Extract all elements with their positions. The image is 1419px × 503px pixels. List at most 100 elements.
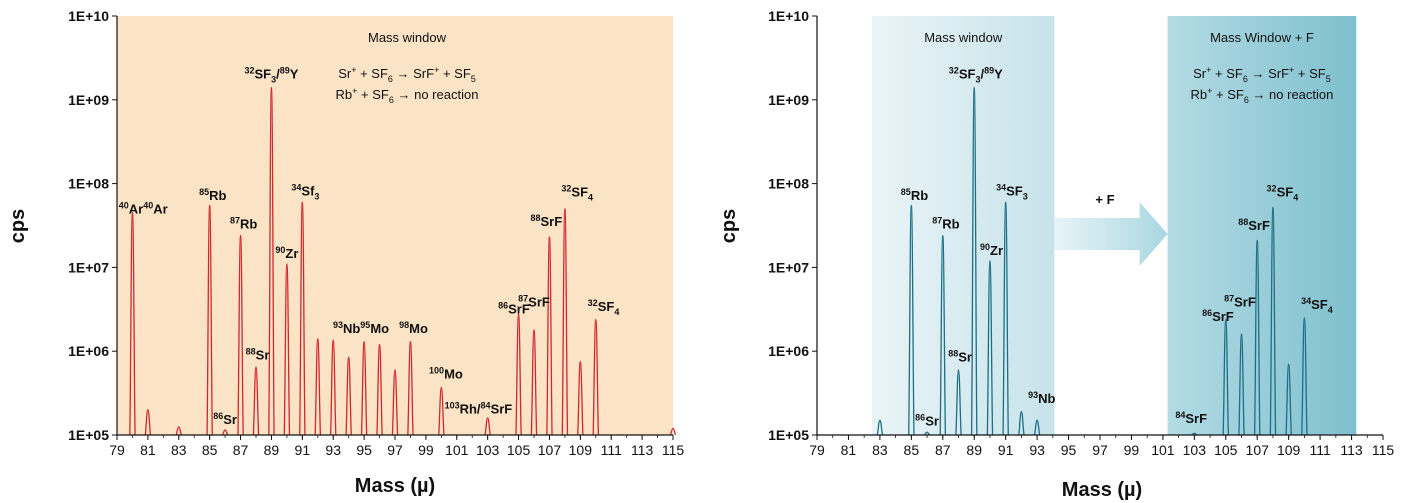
right-peak (1002, 201, 1009, 436)
right-peak-label: 86​SrF (1202, 308, 1234, 324)
left-peak (391, 369, 399, 436)
left-x-tick-label: 113 (631, 442, 654, 458)
left-peak-label: 34​Sf3​ (291, 183, 319, 202)
right-y-tick-label: 1E+06 (768, 343, 809, 359)
left-x-tick-label: 83 (171, 442, 187, 458)
right-peak-label: 34​SF4​ (1301, 296, 1333, 315)
left-axis-ticks: 79 81 83 85 87 89 91 93 95 97 99 101 103 105 107 109 111… (68, 8, 684, 458)
left-peak-label: 88​Sr (246, 346, 270, 362)
right-x-tick-label: 95 (1061, 442, 1077, 458)
left-x-tick-label: 109 (569, 442, 593, 458)
left-reaction-equations: Sr+​ + SF6​ → SrF+​ + SF5​ Rb+​ + SF6​ → … (336, 65, 479, 105)
right-peak-label: 32​SF4​ (1267, 184, 1299, 203)
right-peak-label: 85​Rb (901, 187, 928, 203)
right-peak-traces (876, 86, 1308, 436)
left-peak-label: 103​Rh/84​SrF (445, 401, 513, 417)
right-y-tick-label: 1E+05 (768, 427, 809, 443)
left-peak (206, 204, 213, 436)
left-plot-background (117, 16, 673, 435)
right-y-axis-title: cps (718, 209, 740, 243)
right-peak (908, 204, 915, 436)
right-mass-window-region (872, 16, 1055, 435)
left-peak (360, 341, 368, 436)
left-x-tick-label: 81 (140, 442, 156, 458)
right-axis-ticks: 79 81 83 85 87 89 91 93 95 97 99 101 103 105 107 109 111… (768, 8, 1394, 458)
left-peak (252, 366, 260, 436)
left-x-tick-label: 93 (325, 442, 341, 458)
left-peak (577, 361, 584, 436)
right-mass-window-f-region (1167, 16, 1357, 435)
left-x-tick-label: 91 (295, 442, 311, 458)
right-y-tick-label: 1E+10 (768, 8, 809, 24)
right-x-tick-label: 101 (1151, 442, 1175, 458)
right-x-tick-label: 79 (809, 442, 825, 458)
left-peak-label: 86​Sr (213, 411, 237, 427)
right-peak-label: 88​SrF (1238, 217, 1270, 233)
left-peak-label: 87​Rb (230, 216, 257, 232)
left-peak-label: 93​Nb95​Mo (333, 320, 389, 336)
left-peak-label: 40​Ar40​Ar (119, 200, 168, 216)
left-y-tick-label: 1E+09 (68, 92, 109, 108)
left-y-tick-label: 1E+05 (68, 427, 109, 443)
right-peak (1018, 410, 1025, 436)
left-peak (407, 341, 414, 436)
right-peak-label: 93​Nb (1028, 390, 1055, 406)
right-peak (955, 369, 962, 436)
left-peak-label: 100​Mo (429, 366, 463, 382)
right-peak-label: 90​Zr (980, 242, 1003, 258)
right-x-tick-label: 113 (1340, 442, 1363, 458)
right-x-tick-label: 99 (1124, 442, 1140, 458)
left-x-tick-label: 99 (418, 442, 434, 458)
left-y-axis-title: cps (7, 209, 29, 243)
left-x-axis-title: Mass (µ) (355, 475, 435, 497)
left-peak (237, 234, 244, 436)
right-peak (1238, 333, 1245, 436)
right-x-tick-label: 91 (998, 442, 1014, 458)
right-peak (1301, 317, 1308, 436)
left-chart: 79 81 83 85 87 89 91 93 95 97 99 101 103 105 107 109 111… (7, 8, 684, 497)
right-y-tick-label: 1E+07 (768, 259, 809, 275)
right-x-tick-label: 93 (1029, 442, 1045, 458)
left-peak (376, 343, 383, 436)
right-peak (986, 260, 994, 436)
left-peak (438, 386, 445, 436)
left-peak (299, 201, 306, 436)
right-chart: + F 79 81 83 85 87 89 91 93 95 97 99 101 103 105 107 10… (718, 8, 1394, 501)
left-x-tick-label: 111 (601, 442, 622, 458)
left-y-tick-label: 1E+10 (68, 8, 109, 24)
right-x-tick-label: 115 (1372, 442, 1395, 458)
right-x-tick-label: 83 (872, 442, 888, 458)
plus-f-arrow-label: + F (1095, 192, 1114, 207)
right-x-tick-label: 85 (904, 442, 920, 458)
right-x-tick-label: 87 (935, 442, 951, 458)
left-y-tick-label: 1E+06 (68, 343, 109, 359)
right-peak (1191, 432, 1198, 436)
left-peak (221, 429, 229, 436)
left-peak (530, 329, 538, 436)
right-peak-label: 87​Rb (932, 216, 959, 232)
plus-f-arrow (1054, 202, 1168, 267)
left-peak (484, 417, 491, 436)
left-peak-label: 86​SrF (498, 301, 530, 317)
right-reaction-line: Rb+​ + SF6​ → no reaction (1190, 86, 1333, 105)
left-x-tick-label: 95 (356, 442, 372, 458)
left-peak-label: 98​Mo (399, 320, 428, 336)
left-peak (669, 427, 677, 436)
right-x-tick-label: 103 (1183, 442, 1207, 458)
right-peak (876, 419, 884, 436)
left-peak (129, 212, 136, 436)
right-peak (1222, 318, 1230, 436)
left-peak (268, 86, 275, 436)
right-x-axis-title: Mass (µ) (1062, 479, 1142, 501)
left-x-tick-label: 115 (662, 442, 685, 458)
right-peak (939, 234, 947, 436)
left-peak (561, 208, 569, 436)
left-mass-window-title: Mass window (368, 30, 447, 45)
left-x-tick-label: 107 (538, 442, 562, 458)
right-peak-label: 32​SF3​/89​Y (949, 65, 1003, 84)
left-x-tick-label: 101 (445, 442, 469, 458)
right-peak-label: 86​Sr (915, 412, 939, 428)
